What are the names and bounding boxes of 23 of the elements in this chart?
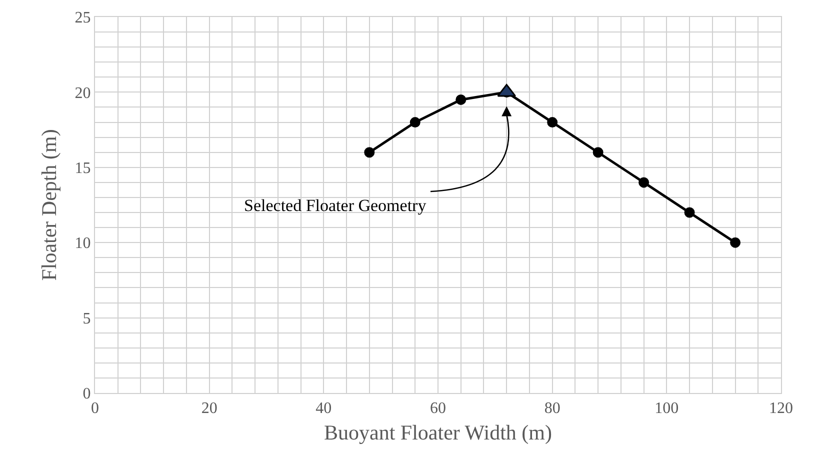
y-tick-label: 25 bbox=[74, 10, 91, 27]
point bbox=[730, 237, 741, 248]
point bbox=[364, 147, 375, 158]
y-tick-label: 15 bbox=[74, 160, 91, 177]
y-axis-title: Floater Depth (m) bbox=[36, 129, 61, 281]
point bbox=[638, 177, 650, 188]
x-tick-label: 100 bbox=[654, 400, 679, 418]
x-axis-title: Buoyant Floater Width (m) bbox=[324, 420, 552, 444]
point bbox=[410, 117, 420, 128]
point bbox=[456, 94, 466, 105]
y-tick-label: 0 bbox=[82, 386, 91, 403]
y-tick-label: 20 bbox=[74, 84, 91, 102]
x-tick-label: 120 bbox=[769, 400, 793, 418]
x-tick-label: 60 bbox=[430, 400, 446, 418]
annotation: Selected Floater Geometry bbox=[244, 196, 427, 215]
point bbox=[547, 117, 558, 128]
point bbox=[684, 207, 695, 218]
y-tick-label: 10 bbox=[74, 235, 91, 252]
y-tick-label: 5 bbox=[82, 310, 91, 328]
point bbox=[592, 147, 604, 158]
x-tick-label: 20 bbox=[201, 400, 218, 418]
x-tick-label: 40 bbox=[316, 400, 332, 418]
x-tick-label: 80 bbox=[544, 400, 560, 418]
